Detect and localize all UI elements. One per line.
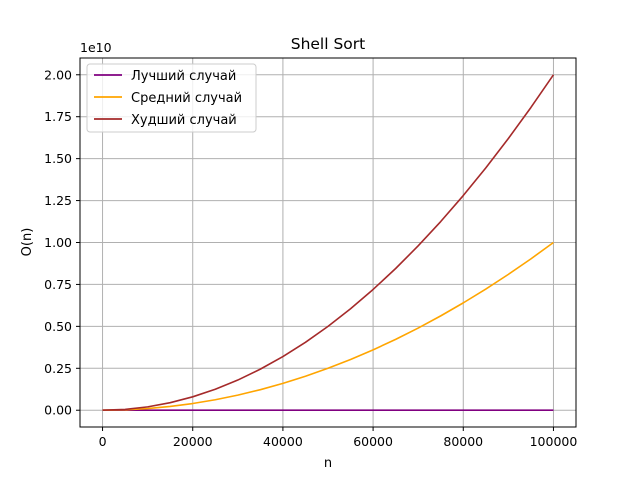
y-offset-label: 1e10: [80, 40, 112, 55]
y-axis-ticks: 0.00 0.25 0.50 0.75 1.00 1.25 1.50 1.75 2.00: [44, 67, 80, 418]
legend-box: [86, 63, 257, 133]
y-axis-label: O(n): [20, 228, 35, 257]
legend: Лучший случай Средний случай Худший случай: [86, 63, 257, 133]
legend-label-2: Средний случай: [131, 91, 242, 106]
x-axis-label: n: [324, 456, 332, 471]
x-tick-label: 60000: [353, 434, 393, 449]
y-tick-label: 2.00: [44, 67, 72, 82]
x-tick-label: 20000: [173, 434, 213, 449]
x-tick-label: 0: [99, 434, 107, 449]
series-line-3: [102, 74, 555, 412]
y-tick-label: 0.00: [44, 403, 72, 418]
x-tick-label: 80000: [443, 434, 483, 449]
y-tick-label: 1.50: [44, 151, 72, 166]
y-tick-label: 0.50: [44, 319, 72, 334]
y-tick-label: 0.75: [44, 277, 72, 292]
legend-label-3: Худший случай: [131, 113, 237, 128]
legend-label-1: Лучший случай: [131, 69, 236, 84]
series-lines: [102, 74, 555, 412]
x-tick-label: 40000: [263, 434, 303, 449]
series-line-2: [102, 241, 554, 412]
x-axis-ticks: 0 20000 40000 60000 80000 100000: [99, 427, 578, 449]
y-tick-label: 1.25: [44, 193, 72, 208]
x-tick-label: 100000: [530, 434, 578, 449]
y-tick-label: 0.25: [44, 361, 72, 376]
y-tick-label: 1.00: [44, 235, 72, 250]
chart-title: Shell Sort: [291, 35, 366, 53]
y-tick-label: 1.75: [44, 109, 72, 124]
